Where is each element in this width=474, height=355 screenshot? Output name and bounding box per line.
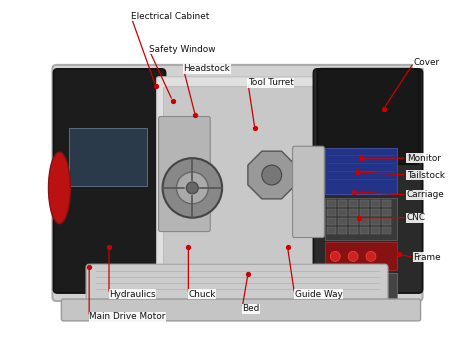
Bar (360, 200, 369, 207)
Circle shape (348, 251, 358, 261)
Text: Monitor: Monitor (407, 154, 441, 163)
Polygon shape (248, 151, 296, 199)
Bar (69, 129, 147, 186)
Bar (349, 209, 358, 216)
Bar (382, 209, 391, 216)
Text: Bed: Bed (242, 305, 259, 313)
Bar (325, 198, 397, 240)
Text: Electrical Cabinet: Electrical Cabinet (131, 12, 209, 21)
Bar (338, 209, 347, 216)
Bar (327, 200, 336, 207)
Bar (371, 218, 380, 225)
Bar (327, 218, 336, 225)
Bar (360, 226, 369, 234)
Bar (382, 200, 391, 207)
FancyBboxPatch shape (54, 69, 165, 293)
Text: Main Drive Motor: Main Drive Motor (89, 312, 165, 321)
Text: Guide Way: Guide Way (294, 290, 342, 299)
Bar (325, 148, 397, 194)
Circle shape (262, 165, 282, 185)
Circle shape (330, 251, 340, 261)
Bar (382, 218, 391, 225)
Text: Chuck: Chuck (188, 290, 216, 299)
Bar (338, 200, 347, 207)
FancyBboxPatch shape (53, 65, 422, 301)
Text: Tailstock: Tailstock (407, 170, 445, 180)
Bar (371, 209, 380, 216)
FancyBboxPatch shape (164, 87, 314, 274)
Bar (327, 209, 336, 216)
Bar (349, 200, 358, 207)
Text: CNC: CNC (407, 213, 426, 222)
Circle shape (366, 251, 376, 261)
Bar (360, 218, 369, 225)
Circle shape (176, 172, 208, 204)
Text: Hydraulics: Hydraulics (109, 290, 155, 299)
Text: Carriage: Carriage (407, 190, 445, 200)
Circle shape (186, 182, 198, 194)
Bar (371, 226, 380, 234)
Bar (325, 242, 397, 270)
Bar (360, 209, 369, 216)
Text: Frame: Frame (414, 253, 441, 262)
Bar (349, 218, 358, 225)
Text: Safety Window: Safety Window (149, 44, 215, 54)
Bar (327, 226, 336, 234)
Bar (371, 200, 380, 207)
Bar (349, 226, 358, 234)
FancyBboxPatch shape (313, 69, 422, 293)
FancyBboxPatch shape (86, 264, 388, 308)
FancyBboxPatch shape (156, 77, 321, 289)
FancyBboxPatch shape (292, 146, 324, 237)
Bar (325, 273, 397, 299)
Bar (382, 226, 391, 234)
Bar (338, 218, 347, 225)
Circle shape (163, 158, 222, 218)
FancyBboxPatch shape (159, 116, 210, 231)
FancyBboxPatch shape (62, 299, 420, 321)
Bar (338, 226, 347, 234)
FancyBboxPatch shape (318, 69, 419, 164)
Text: Cover: Cover (414, 59, 440, 67)
Text: Headstock: Headstock (183, 64, 230, 73)
Text: Tool Turret: Tool Turret (248, 78, 294, 87)
Ellipse shape (48, 152, 70, 224)
